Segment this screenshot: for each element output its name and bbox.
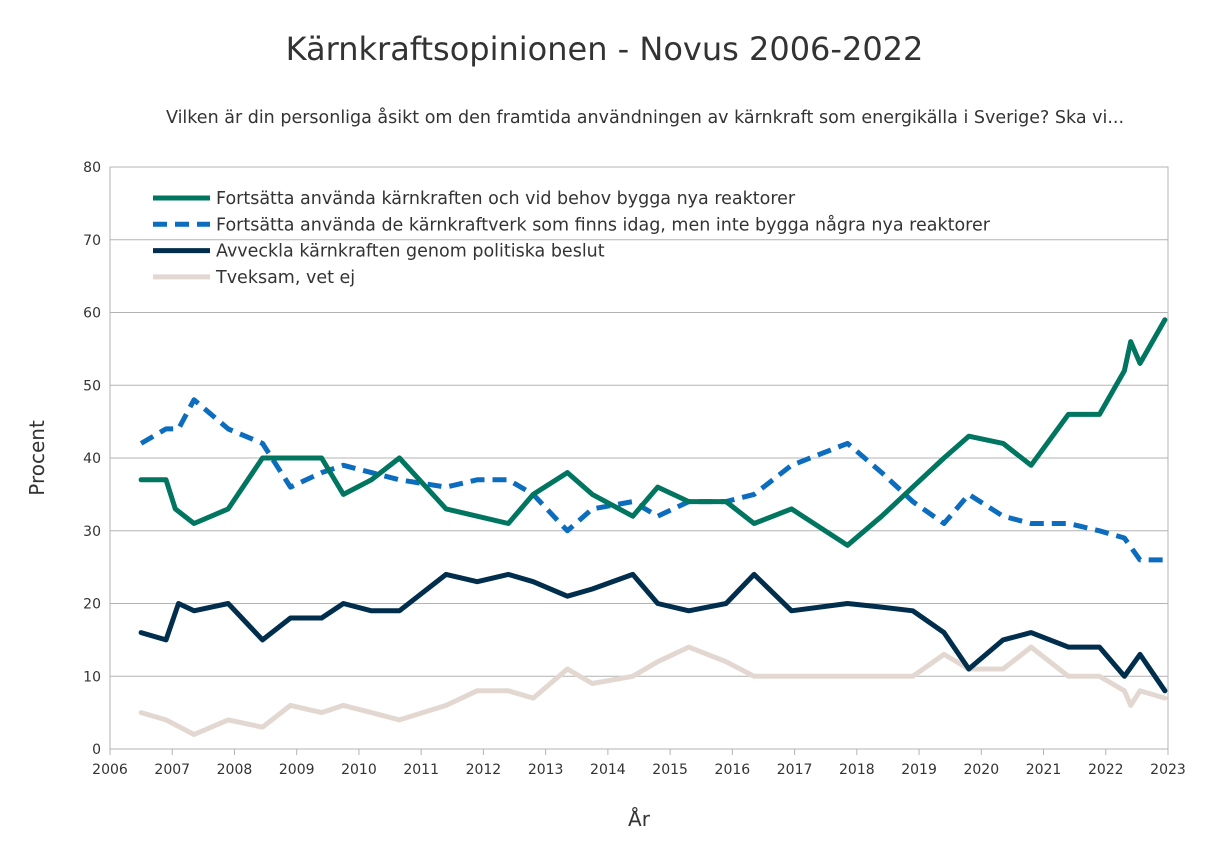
axes: 0 10 20 30 40 50 60 70 80 2006 2007 2008 2009 2010 201… [83, 160, 1186, 778]
y-tick-label: 20 [83, 597, 101, 613]
x-tick-label: 2013 [528, 762, 564, 778]
y-tick-label: 40 [83, 451, 101, 467]
x-tick-label: 2010 [341, 762, 377, 778]
legend: Fortsätta använda kärnkraften och vid be… [153, 189, 991, 288]
x-tick-label: 2023 [1150, 762, 1186, 778]
x-tick-label: 2017 [777, 762, 813, 778]
x-tick-label: 2015 [652, 762, 688, 778]
series-line-2 [139, 397, 1165, 563]
chart-title: Kärnkraftsopinionen - Novus 2006-2022 [285, 30, 924, 68]
y-tick-label: 30 [83, 524, 101, 540]
series-line-4 [138, 644, 1168, 737]
x-axis-title: År [628, 807, 651, 831]
x-tick-label: 2007 [154, 762, 190, 778]
legend-entry-2: Fortsätta använda de kärnkraftverk som f… [216, 214, 991, 235]
x-tick-label: 2011 [403, 762, 439, 778]
x-tick-label: 2008 [217, 762, 253, 778]
x-tick-label: 2012 [466, 762, 502, 778]
y-tick-label: 0 [92, 742, 101, 758]
y-axis-title: Procent [25, 420, 49, 496]
x-tick-label: 2014 [590, 762, 626, 778]
series-lines [138, 317, 1168, 737]
y-tick-label: 10 [83, 669, 101, 685]
legend-entry-4: Tveksam, vet ej [215, 268, 355, 288]
y-tick-label: 80 [83, 160, 101, 176]
x-tick-label: 2019 [901, 762, 937, 778]
series-line-1 [138, 317, 1168, 548]
y-tick-label: 50 [83, 378, 101, 394]
plot-area [109, 166, 1169, 750]
legend-entry-1: Fortsätta använda kärnkraften och vid be… [216, 189, 796, 209]
x-tick-label: 2018 [839, 762, 875, 778]
legend-entry-3: Avveckla kärnkraften genom politiska bes… [216, 242, 605, 262]
x-tick-label: 2022 [1088, 762, 1124, 778]
y-tick-label: 70 [83, 233, 101, 249]
y-tick-label: 60 [83, 306, 101, 322]
x-tick-label: 2020 [963, 762, 999, 778]
x-tick-label: 2021 [1026, 762, 1062, 778]
x-tick-label: 2016 [715, 762, 751, 778]
x-tick-label: 2009 [279, 762, 315, 778]
chart-subtitle: Vilken är din personliga åsikt om den fr… [165, 108, 1125, 128]
series-line-3 [138, 571, 1168, 694]
x-tick-label: 2006 [92, 762, 128, 778]
